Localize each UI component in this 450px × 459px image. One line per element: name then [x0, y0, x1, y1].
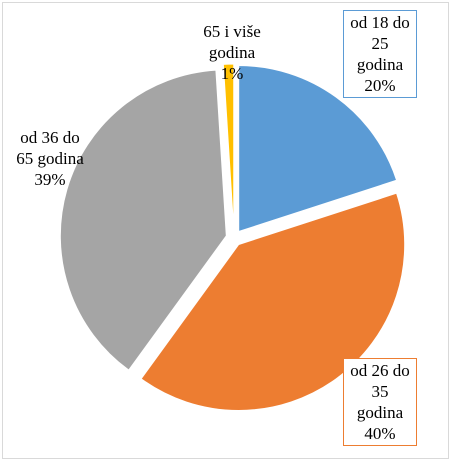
data-label: 65 i više godina 1% [186, 20, 278, 85]
pie-slice [59, 69, 227, 371]
category-label: od 26 do 35 godina [350, 361, 410, 422]
value-label: 40% [364, 424, 396, 443]
category-label: od 36 do 65 godina [16, 128, 84, 168]
value-label: 20% [364, 76, 396, 95]
category-label: 65 i više godina [203, 22, 261, 62]
data-label: od 26 do 35 godina 40% [343, 358, 417, 446]
category-label: od 18 do 25 godina [350, 13, 410, 74]
data-label: od 36 do 65 godina 39% [10, 126, 90, 191]
data-label: od 18 do 25 godina 20% [343, 10, 417, 98]
pie-slice [238, 65, 398, 233]
pie-slice [140, 192, 406, 411]
value-label: 1% [220, 64, 244, 83]
value-label: 39% [34, 170, 66, 189]
pie-slice [222, 63, 235, 231]
